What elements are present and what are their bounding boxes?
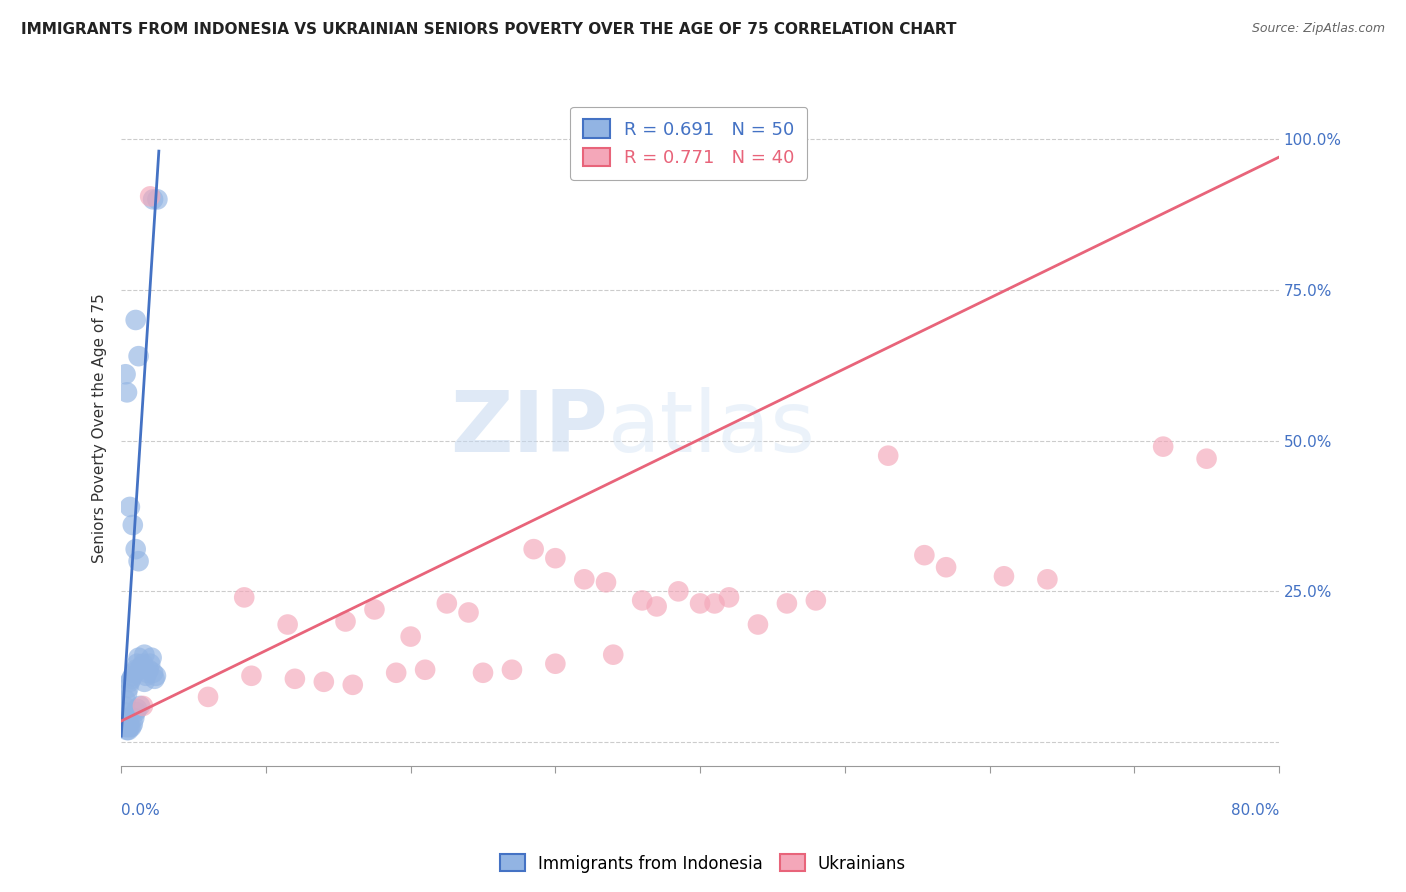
Point	[122, 665, 145, 680]
Point	[125, 705, 148, 719]
Point	[413, 663, 436, 677]
Point	[877, 449, 900, 463]
Point	[127, 702, 149, 716]
Point	[138, 663, 160, 677]
Point	[139, 657, 162, 671]
Point	[117, 723, 139, 737]
Point	[114, 717, 136, 731]
Point	[115, 687, 138, 701]
Point	[128, 349, 150, 363]
Point	[129, 698, 152, 713]
Point	[111, 705, 134, 719]
Point	[776, 596, 799, 610]
Point	[363, 602, 385, 616]
Point	[574, 572, 596, 586]
Point	[233, 591, 256, 605]
Point	[125, 542, 148, 557]
Point	[139, 189, 162, 203]
Point	[631, 593, 654, 607]
Text: ZIP: ZIP	[450, 387, 607, 470]
Point	[804, 593, 827, 607]
Point	[993, 569, 1015, 583]
Point	[128, 650, 150, 665]
Point	[747, 617, 769, 632]
Point	[132, 698, 155, 713]
Point	[385, 665, 408, 680]
Legend: Immigrants from Indonesia, Ukrainians: Immigrants from Indonesia, Ukrainians	[494, 847, 912, 880]
Point	[141, 650, 163, 665]
Point	[112, 714, 135, 728]
Point	[277, 617, 299, 632]
Point	[112, 698, 135, 713]
Point	[115, 723, 138, 737]
Point	[912, 548, 935, 562]
Point	[120, 720, 142, 734]
Point	[131, 659, 153, 673]
Point	[718, 591, 741, 605]
Point	[284, 672, 307, 686]
Point	[125, 663, 148, 677]
Point	[121, 518, 143, 533]
Point	[142, 193, 165, 207]
Point	[666, 584, 689, 599]
Point	[342, 678, 364, 692]
Point	[117, 717, 139, 731]
Point	[145, 669, 167, 683]
Text: Source: ZipAtlas.com: Source: ZipAtlas.com	[1251, 22, 1385, 36]
Point	[935, 560, 957, 574]
Point	[1036, 572, 1059, 586]
Point	[312, 674, 335, 689]
Point	[544, 551, 567, 566]
Legend: R = 0.691   N = 50, R = 0.771   N = 40: R = 0.691 N = 50, R = 0.771 N = 40	[571, 107, 807, 179]
Point	[523, 542, 546, 557]
Point	[645, 599, 668, 614]
Point	[602, 648, 624, 662]
Point	[595, 575, 617, 590]
Point	[117, 681, 139, 695]
Point	[146, 193, 169, 207]
Point	[142, 665, 165, 680]
Point	[1152, 440, 1174, 454]
Point	[114, 693, 136, 707]
Point	[118, 674, 141, 689]
Point	[121, 717, 143, 731]
Point	[115, 720, 138, 734]
Point	[501, 663, 523, 677]
Point	[135, 669, 157, 683]
Text: IMMIGRANTS FROM INDONESIA VS UKRAINIAN SENIORS POVERTY OVER THE AGE OF 75 CORREL: IMMIGRANTS FROM INDONESIA VS UKRAINIAN S…	[21, 22, 956, 37]
Point	[457, 606, 479, 620]
Point	[118, 720, 141, 734]
Point	[544, 657, 567, 671]
Point	[115, 385, 138, 400]
Point	[472, 665, 495, 680]
Point	[134, 674, 156, 689]
Point	[114, 368, 136, 382]
Point	[127, 657, 149, 671]
Point	[121, 669, 143, 683]
Point	[118, 500, 141, 514]
Y-axis label: Seniors Poverty Over the Age of 75: Seniors Poverty Over the Age of 75	[93, 293, 107, 564]
Point	[143, 672, 166, 686]
Point	[120, 672, 142, 686]
Point	[689, 596, 711, 610]
Point	[134, 648, 156, 662]
Point	[125, 313, 148, 327]
Point	[703, 596, 725, 610]
Point	[197, 690, 219, 704]
Point	[240, 669, 263, 683]
Text: atlas: atlas	[607, 387, 815, 470]
Point	[1195, 451, 1218, 466]
Point	[132, 657, 155, 671]
Point	[111, 711, 134, 725]
Text: 80.0%: 80.0%	[1230, 804, 1279, 818]
Point	[114, 720, 136, 734]
Point	[335, 615, 357, 629]
Point	[128, 554, 150, 568]
Point	[129, 663, 152, 677]
Point	[136, 665, 159, 680]
Point	[436, 596, 458, 610]
Point	[122, 711, 145, 725]
Point	[399, 630, 422, 644]
Text: 0.0%: 0.0%	[121, 804, 160, 818]
